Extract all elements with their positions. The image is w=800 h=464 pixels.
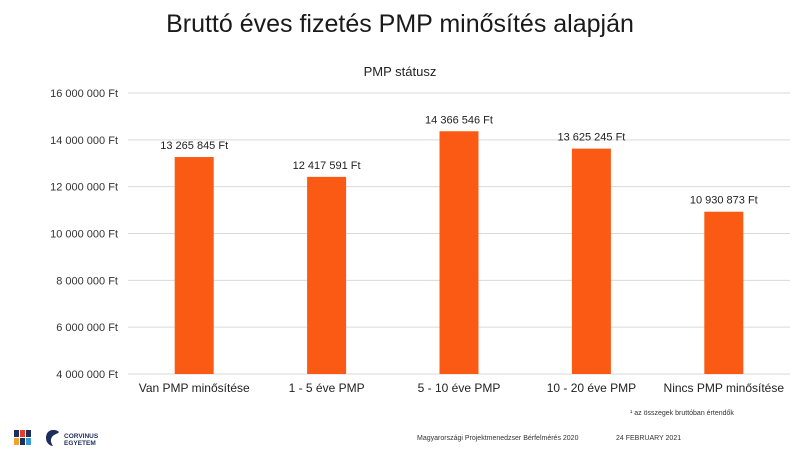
x-tick-label: 1 - 5 éve PMP	[289, 381, 365, 395]
x-tick-label: Nincs PMP minősítése	[664, 381, 785, 395]
y-tick-label: 8 000 000 Ft	[56, 275, 118, 287]
corvinus-line1: CORVINUS	[64, 433, 99, 440]
pmi-logo-icon	[14, 430, 31, 445]
y-tick-label: 12 000 000 Ft	[50, 182, 118, 194]
data-label: 14 366 546 Ft	[425, 114, 493, 126]
data-label: 10 930 873 Ft	[690, 195, 758, 207]
y-tick-label: 14 000 000 Ft	[50, 135, 118, 147]
footer-date: 24 FEBRUARY 2021	[616, 435, 682, 442]
corvinus-line2: EGYETEM	[64, 440, 96, 447]
corvinus-logo-text: CORVINUS EGYETEM	[64, 433, 98, 447]
y-tick-label: 6 000 000 Ft	[56, 322, 118, 334]
y-tick-label: 10 000 000 Ft	[50, 229, 118, 241]
x-tick-label: 5 - 10 éve PMP	[418, 381, 501, 395]
data-label: 13 625 245 Ft	[557, 132, 625, 144]
bar	[439, 131, 479, 374]
x-tick-label: Van PMP minősítése	[139, 381, 250, 395]
y-tick-label: 16 000 000 Ft	[50, 88, 118, 100]
y-tick-label: 4 000 000 Ft	[56, 369, 118, 381]
data-label: 13 265 845 Ft	[160, 140, 228, 152]
footnote: ¹ az összegek bruttóban értendők	[630, 410, 734, 417]
bar	[174, 157, 214, 374]
data-label: 12 417 591 Ft	[293, 160, 361, 172]
chart-subtitle: PMP státusz	[363, 64, 437, 79]
bar	[571, 148, 611, 374]
bar	[704, 211, 744, 374]
footer-survey-name: Magyarországi Projektmenedzser Bérfelmér…	[417, 435, 579, 442]
x-tick-label: 10 - 20 éve PMP	[547, 381, 636, 395]
bar	[307, 176, 347, 374]
corvinus-logo-icon	[46, 430, 59, 446]
page-title: Bruttó éves fizetés PMP minősítés alapjá…	[166, 10, 634, 38]
bar-chart: 4 000 000 Ft 6 000 000 Ft 8 000 000 Ft 10 0…	[50, 88, 790, 395]
